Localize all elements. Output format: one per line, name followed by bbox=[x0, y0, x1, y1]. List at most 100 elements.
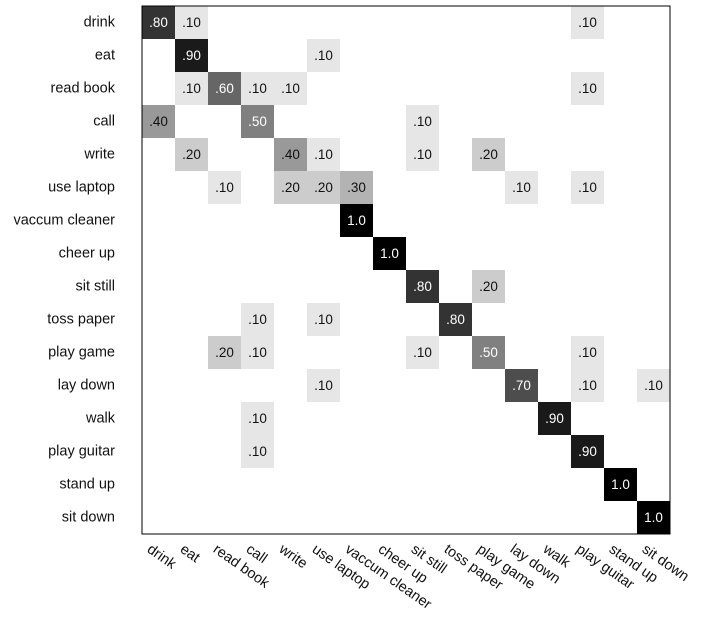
row-labels: drink eat read book call write use laptop vacc… bbox=[13, 15, 115, 526]
heatmap-cell bbox=[505, 369, 538, 402]
heatmap-cell bbox=[604, 468, 637, 501]
cell-value-label: .50 bbox=[248, 114, 267, 129]
heatmap-cell bbox=[571, 171, 604, 204]
cell-value-label: .10 bbox=[413, 147, 432, 162]
heatmap-cell bbox=[472, 336, 505, 369]
row-label-toss-paper: toss paper bbox=[47, 312, 115, 328]
cell-value-label: .30 bbox=[347, 180, 366, 195]
row-label-cheer-up: cheer up bbox=[59, 246, 115, 262]
cell-value-label: .50 bbox=[479, 345, 498, 360]
cell-value-label: .10 bbox=[578, 345, 597, 360]
heatmap-cell bbox=[571, 369, 604, 402]
heatmap-cell bbox=[571, 72, 604, 105]
row-label-play-game: play game bbox=[48, 345, 115, 361]
cell-value-label: .90 bbox=[578, 444, 597, 459]
heatmap-cell bbox=[637, 501, 670, 534]
cell-value-label: .10 bbox=[578, 180, 597, 195]
row-label-sit-still: sit still bbox=[76, 279, 115, 295]
heatmap-cell bbox=[307, 303, 340, 336]
cell-value-label: .60 bbox=[215, 81, 234, 96]
heatmap-cell bbox=[241, 336, 274, 369]
row-label-call: call bbox=[93, 114, 115, 130]
heatmap-cell bbox=[637, 369, 670, 402]
heatmap-cell bbox=[406, 336, 439, 369]
cell-value-label: .20 bbox=[215, 345, 234, 360]
heatmap-cell bbox=[439, 303, 472, 336]
cell-value-label: .20 bbox=[314, 180, 333, 195]
cell-value-label: .10 bbox=[182, 15, 201, 30]
cell-value-label: .10 bbox=[314, 378, 333, 393]
row-label-walk: walk bbox=[85, 411, 116, 427]
heatmap-cell bbox=[208, 336, 241, 369]
heatmap-cell bbox=[142, 105, 175, 138]
heatmap-cell bbox=[472, 270, 505, 303]
row-label-eat: eat bbox=[95, 48, 115, 64]
cell-value-label: .20 bbox=[281, 180, 300, 195]
row-label-read-book: read book bbox=[51, 81, 116, 97]
heatmap-cell bbox=[307, 39, 340, 72]
row-label-lay-down: lay down bbox=[58, 378, 115, 394]
row-label-write: write bbox=[83, 147, 115, 163]
heatmap-cell bbox=[241, 72, 274, 105]
cell-value-label: 1.0 bbox=[380, 246, 399, 261]
heatmap-cell bbox=[241, 435, 274, 468]
cell-value-label: .10 bbox=[314, 48, 333, 63]
cell-value-label: .10 bbox=[182, 81, 201, 96]
cell-value-label: .90 bbox=[182, 48, 201, 63]
heatmap-cell bbox=[307, 138, 340, 171]
heatmap-cell bbox=[142, 6, 175, 39]
heatmap-cell bbox=[307, 171, 340, 204]
cell-value-label: .10 bbox=[413, 114, 432, 129]
heatmap-cell bbox=[472, 138, 505, 171]
cell-value-label: .70 bbox=[512, 378, 531, 393]
cell-value-label: .80 bbox=[413, 279, 432, 294]
heatmap-cell bbox=[175, 138, 208, 171]
column-label-eat: eat bbox=[177, 541, 203, 566]
heatmap-cell bbox=[307, 369, 340, 402]
cell-value-label: .10 bbox=[248, 345, 267, 360]
heatmap-cell bbox=[571, 435, 604, 468]
cell-value-label: .10 bbox=[281, 81, 300, 96]
cell-value-label: .40 bbox=[281, 147, 300, 162]
cell-value-label: .40 bbox=[149, 114, 168, 129]
cell-value-label: .10 bbox=[215, 180, 234, 195]
heatmap-cell bbox=[208, 72, 241, 105]
heatmap-cells: .80 .10 .10 .90 .10 .10 .60 .10 .10 .10 .40 .50 .10.… bbox=[142, 6, 670, 534]
cell-value-label: .20 bbox=[479, 147, 498, 162]
cell-value-label: .10 bbox=[578, 15, 597, 30]
row-label-play-guitar: play guitar bbox=[48, 444, 115, 460]
cell-value-label: 1.0 bbox=[347, 213, 366, 228]
heatmap-cell bbox=[274, 72, 307, 105]
cell-value-label: .80 bbox=[446, 312, 465, 327]
heatmap-cell bbox=[241, 105, 274, 138]
cell-value-label: .10 bbox=[413, 345, 432, 360]
cell-value-label: .10 bbox=[512, 180, 531, 195]
cell-value-label: .90 bbox=[545, 411, 564, 426]
heatmap-cell bbox=[274, 171, 307, 204]
column-label-drink: drink bbox=[144, 541, 180, 573]
cell-value-label: .20 bbox=[479, 279, 498, 294]
row-label-vaccum-cleaner: vaccum cleaner bbox=[13, 213, 115, 229]
heatmap-cell bbox=[505, 171, 538, 204]
heatmap-cell bbox=[571, 6, 604, 39]
cell-value-label: .20 bbox=[182, 147, 201, 162]
heatmap-cell bbox=[373, 237, 406, 270]
column-label-write: write bbox=[275, 541, 310, 572]
cell-value-label: .10 bbox=[644, 378, 663, 393]
plot-frame bbox=[141, 5, 671, 535]
row-label-stand-up: stand up bbox=[59, 477, 115, 493]
heatmap-cell bbox=[340, 204, 373, 237]
heatmap-cell bbox=[175, 72, 208, 105]
cell-value-label: .10 bbox=[248, 312, 267, 327]
cell-value-label: .10 bbox=[578, 378, 597, 393]
cell-value-label: .10 bbox=[248, 81, 267, 96]
cell-value-label: .10 bbox=[314, 312, 333, 327]
cell-value-label: .10 bbox=[314, 147, 333, 162]
cell-value-label: .10 bbox=[248, 411, 267, 426]
heatmap-cell bbox=[175, 39, 208, 72]
row-label-drink: drink bbox=[84, 15, 116, 31]
heatmap-cell bbox=[208, 171, 241, 204]
cell-value-label: 1.0 bbox=[611, 477, 630, 492]
